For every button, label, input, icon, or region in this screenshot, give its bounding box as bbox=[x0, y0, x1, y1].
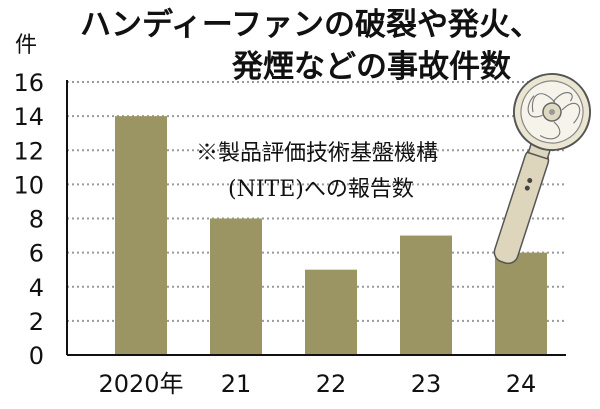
x-tick-label: 24 bbox=[506, 370, 537, 398]
y-tick-label: 10 bbox=[13, 171, 44, 199]
source-note-line-2: (NITE)への報告数 bbox=[228, 177, 414, 202]
handheld-fan-icon bbox=[493, 73, 591, 265]
y-axis-label: 件 bbox=[15, 33, 37, 58]
y-tick-label: 2 bbox=[29, 308, 44, 336]
y-tick-label: 12 bbox=[13, 137, 44, 165]
x-tick-label: 2020年 bbox=[98, 370, 183, 398]
bar bbox=[115, 116, 167, 355]
y-tick-label: 16 bbox=[13, 69, 44, 97]
grid-lines bbox=[67, 81, 566, 322]
y-tick-label: 4 bbox=[29, 274, 44, 302]
bars bbox=[115, 116, 547, 355]
source-note-line-1: ※製品評価技術基盤機構 bbox=[196, 141, 439, 166]
chart-title-line-2: 発煙などの事故件数 bbox=[232, 49, 511, 85]
y-tick-label: 8 bbox=[29, 206, 44, 234]
x-tick-label: 22 bbox=[316, 370, 347, 398]
y-tick-label: 6 bbox=[29, 240, 44, 268]
bar bbox=[400, 235, 452, 355]
bar bbox=[210, 218, 262, 355]
y-tick-label: 14 bbox=[13, 103, 44, 131]
bar bbox=[495, 252, 547, 355]
x-tick-labels: 2020年 21 22 23 24 bbox=[98, 370, 536, 398]
y-tick-labels: 0 2 4 6 8 10 12 14 16 bbox=[13, 69, 44, 370]
x-tick-label: 21 bbox=[221, 370, 252, 398]
x-tick-label: 23 bbox=[411, 370, 442, 398]
chart-title-line-1: ハンディーファンの破裂や発火、 bbox=[80, 7, 541, 43]
y-tick-label: 0 bbox=[29, 342, 44, 370]
bar bbox=[305, 269, 357, 355]
